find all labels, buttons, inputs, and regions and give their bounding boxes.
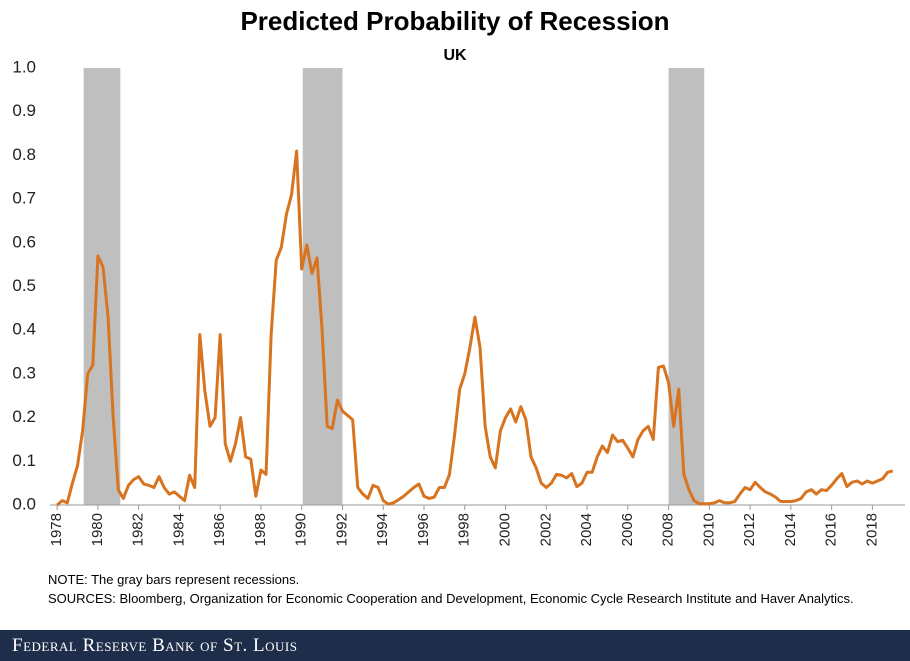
y-tick-label: 0.4 [12,320,36,339]
y-tick-label: 1.0 [12,57,36,76]
y-tick-label: 0.1 [12,451,36,470]
x-tick-label: 2006 [619,513,636,546]
x-tick-label: 1980 [89,513,106,546]
y-tick-label: 0.6 [12,232,36,251]
x-tick-label: 1984 [170,513,187,546]
x-tick-label: 1990 [293,513,310,546]
x-tick-label: 2016 [823,513,840,546]
x-tick-label: 1978 [48,513,65,546]
recession-bar [302,68,343,505]
y-tick-label: 0.0 [12,494,36,513]
notes: NOTE: The gray bars represent recessions… [48,570,878,608]
y-tick-label: 0.5 [12,276,36,295]
note: NOTE: The gray bars represent recessions… [48,572,300,587]
x-tick-label: 1992 [333,513,350,546]
x-tick-label: 1994 [374,513,391,546]
y-tick-label: 0.2 [12,407,36,426]
x-tick-label: 1998 [456,513,473,546]
y-tick-label: 0.7 [12,189,36,208]
x-tick-label: 1986 [211,513,228,546]
x-tick-label: 2014 [782,513,799,546]
x-tick-label: 2018 [863,513,880,546]
x-tick-label: 1988 [252,513,269,546]
chart: Predicted Probability of Recession UK 0.… [12,6,905,546]
y-tick-label: 0.9 [12,101,36,120]
y-tick-label: 0.8 [12,145,36,164]
chart-title: Predicted Probability of Recession [240,6,669,36]
x-tick-label: 2012 [741,513,758,546]
recession-bar [668,68,705,505]
y-tick-label: 0.3 [12,363,36,382]
sources: SOURCES: Bloomberg, Organization for Eco… [48,591,854,606]
footer-text: Federal Reserve Bank of St. Louis [12,635,298,656]
series-line [56,149,894,507]
x-tick-label: 2004 [578,513,595,546]
x-tick-label: 2000 [496,513,513,546]
x-tick-label: 1982 [130,513,147,546]
x-tick-label: 2002 [537,513,554,546]
chart-subtitle: UK [443,47,467,64]
x-tick-label: 1996 [415,513,432,546]
x-tick-label: 2008 [660,513,677,546]
x-tick-label: 2010 [700,513,717,546]
footer: Federal Reserve Bank of St. Louis [0,630,910,661]
